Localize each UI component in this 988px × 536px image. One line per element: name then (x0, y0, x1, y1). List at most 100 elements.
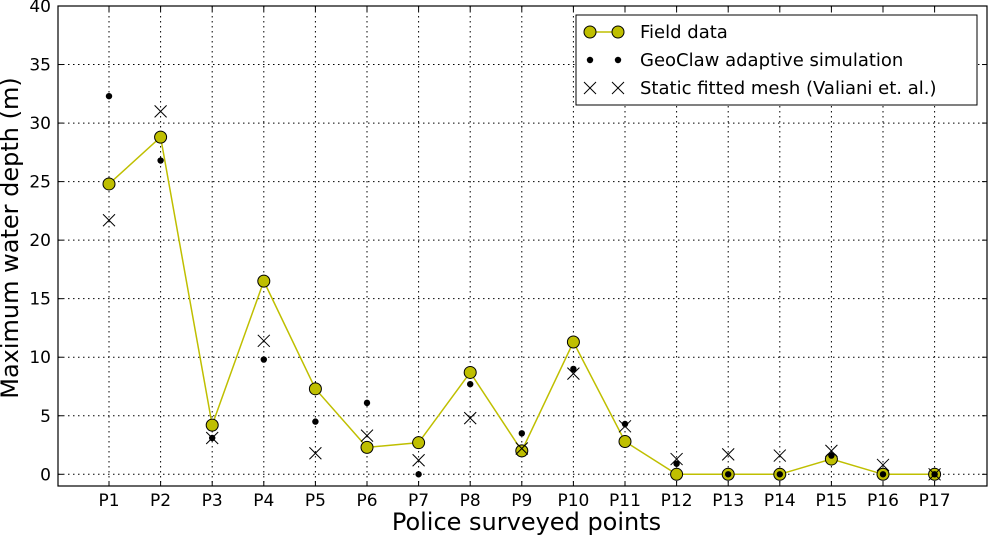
legend-marker (583, 25, 597, 39)
field-data-point (205, 418, 219, 432)
static-mesh-point (567, 367, 580, 380)
legend-entry: Static fitted mesh (Valiani et. al.) (583, 78, 936, 99)
geoclaw-point (828, 452, 835, 459)
geoclaw-point (621, 420, 629, 428)
legend-marker (611, 81, 625, 95)
geoclaw-point (260, 356, 267, 363)
legend: Field data GeoClaw adaptive simulation Sta… (575, 14, 978, 106)
y-tick-label: 0 (40, 465, 51, 485)
axis-ticks: 0 5 10 15 20 25 30 35 40 P1 P2 P3 P4 P5 P6 P7 P8 P9 P10 P11… (29, 0, 987, 511)
x-tick-label: P16 (867, 491, 899, 511)
x-tick-label: P10 (557, 491, 589, 511)
static-mesh-point (463, 411, 477, 425)
legend-label: Field data (640, 22, 728, 43)
legend-marker (614, 56, 622, 64)
x-marker-stroke (154, 105, 167, 118)
plot-series (102, 92, 942, 481)
x-marker-stroke (257, 334, 271, 348)
legend-box (575, 14, 978, 106)
x-tick-label: P4 (253, 491, 274, 511)
geoclaw-point (415, 471, 422, 478)
x-tick-label: P12 (661, 491, 693, 511)
x-marker-stroke (205, 431, 219, 445)
static-mesh-point (876, 458, 890, 472)
field-data-point (102, 177, 116, 191)
x-tick-label: P8 (460, 491, 481, 511)
legend-marker (611, 25, 625, 39)
y-tick-label: 15 (29, 290, 51, 310)
field-data-point (670, 467, 684, 481)
y-tick-label: 35 (29, 56, 51, 76)
x-marker-stroke (670, 452, 683, 466)
x-marker-stroke (515, 442, 529, 455)
x-tick-label: P9 (511, 491, 532, 511)
legend-label: GeoClaw adaptive simulation (640, 50, 903, 71)
x-tick-label: P5 (305, 491, 326, 511)
static-mesh-point (360, 429, 374, 443)
x-tick-label: P13 (712, 491, 744, 511)
y-tick-label: 25 (29, 173, 51, 193)
series-1 (105, 92, 938, 478)
field-data-point (257, 274, 271, 288)
x-tick-label: P15 (815, 491, 847, 511)
y-axis-label: Maximum water depth (m) (0, 77, 24, 398)
x-marker-stroke (825, 444, 838, 458)
static-mesh-point (205, 431, 219, 445)
x-tick-label: P1 (98, 491, 119, 511)
field-data-point (360, 440, 374, 454)
x-marker-stroke (412, 453, 425, 467)
geoclaw-point (776, 471, 783, 478)
series-2 (102, 105, 941, 481)
x-tick-label: P7 (408, 491, 429, 511)
field-data-point (154, 130, 168, 144)
y-tick-label: 20 (29, 231, 51, 251)
geoclaw-point (363, 399, 371, 407)
x-tick-label: P14 (764, 491, 796, 511)
legend-marker (583, 81, 597, 95)
static-mesh-point (618, 419, 632, 433)
static-mesh-point (515, 442, 529, 455)
field-data-point (515, 444, 529, 458)
x-marker-stroke (618, 419, 632, 433)
x-marker-stroke (928, 467, 941, 481)
legend-label: Static fitted mesh (Valiani et. al.) (640, 78, 936, 99)
static-mesh-point (928, 467, 941, 481)
y-tick-label: 10 (29, 348, 51, 368)
field-data-point (308, 382, 322, 396)
series-0 (102, 130, 942, 481)
x-marker-stroke (721, 448, 735, 461)
geoclaw-point (105, 92, 113, 100)
x-marker-stroke (583, 81, 597, 95)
legend-entry: Field data (583, 22, 728, 43)
geoclaw-point (518, 430, 525, 437)
static-mesh-point (309, 446, 322, 460)
field-data-point (566, 335, 580, 349)
geoclaw-point (673, 460, 680, 467)
x-tick-label: P3 (202, 491, 223, 511)
legend-entry: GeoClaw adaptive simulation (586, 50, 903, 71)
static-mesh-point (825, 444, 838, 458)
geoclaw-point (312, 418, 319, 425)
y-tick-label: 5 (40, 407, 51, 427)
static-mesh-point (257, 334, 271, 348)
series-line (108, 135, 935, 476)
legend-marker (586, 56, 594, 64)
x-marker-stroke (876, 458, 890, 472)
x-tick-label: P17 (919, 491, 951, 511)
geoclaw-point (879, 471, 887, 478)
static-mesh-point (670, 452, 683, 466)
field-data-point (618, 435, 632, 449)
x-axis-label: Police surveyed points (392, 508, 661, 536)
plot-frame (57, 5, 988, 487)
x-tick-label: P11 (609, 491, 641, 511)
static-mesh-point (102, 213, 116, 227)
field-data-point (412, 436, 426, 450)
x-marker-stroke (360, 429, 374, 443)
static-mesh-point (412, 453, 425, 467)
static-mesh-point (154, 105, 167, 118)
field-data-point (463, 365, 477, 379)
y-tick-label: 30 (29, 114, 51, 134)
x-marker-stroke (309, 446, 322, 460)
x-tick-label: P2 (150, 491, 171, 511)
